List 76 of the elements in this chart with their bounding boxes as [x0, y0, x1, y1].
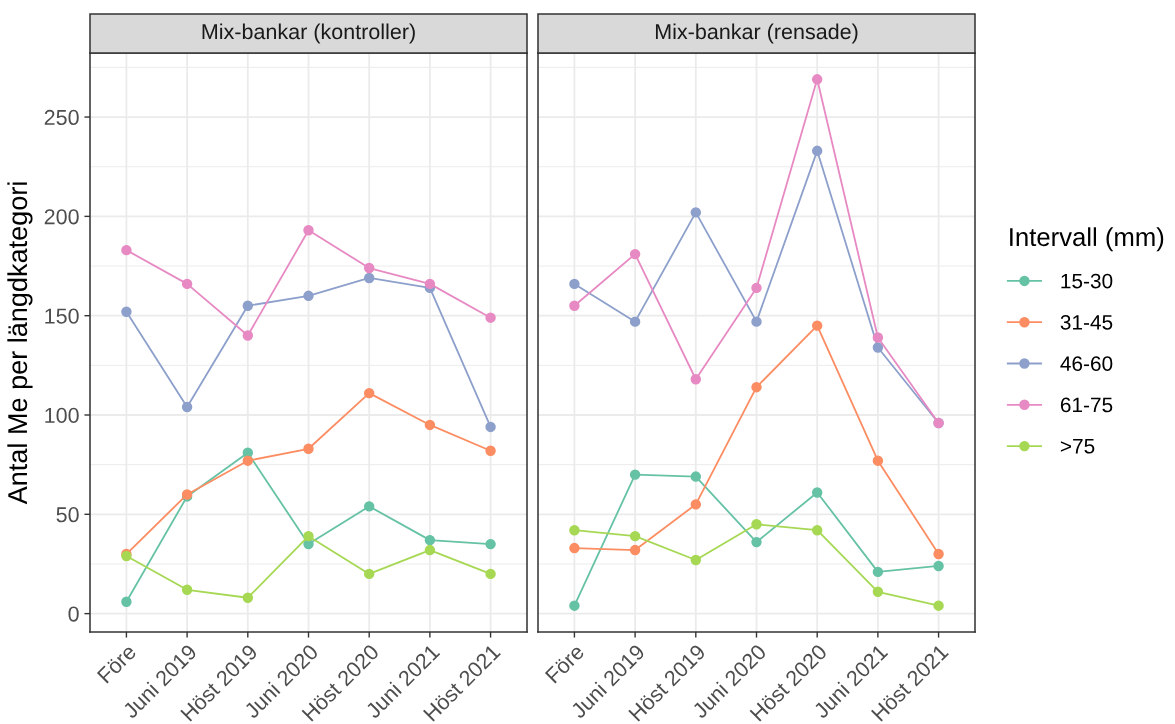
point — [690, 207, 702, 218]
point — [569, 278, 580, 290]
point — [121, 244, 132, 256]
point — [363, 501, 375, 512]
point — [363, 387, 375, 399]
point — [242, 455, 254, 466]
point — [121, 596, 132, 607]
y-tick-label: 0 — [68, 606, 79, 622]
point — [872, 586, 884, 597]
y-tick-label: 100 — [45, 407, 79, 424]
point — [811, 74, 823, 85]
point — [569, 542, 580, 554]
legend-label: 15-30 — [1061, 273, 1113, 289]
point — [811, 145, 823, 157]
point — [629, 544, 641, 556]
point — [181, 278, 193, 290]
point — [629, 469, 641, 480]
point — [933, 600, 944, 611]
chart-title: Mix-bankar (kontroller) — [202, 23, 415, 44]
point — [242, 330, 254, 341]
point — [303, 225, 314, 236]
point — [303, 290, 314, 302]
point — [424, 544, 436, 556]
point — [811, 320, 823, 331]
point — [690, 374, 702, 385]
point — [303, 530, 314, 542]
point — [933, 548, 944, 560]
point — [629, 316, 641, 327]
point — [629, 530, 641, 542]
point — [569, 300, 580, 311]
point — [424, 534, 436, 546]
point — [751, 316, 762, 327]
point — [811, 487, 823, 498]
point — [629, 248, 641, 260]
point — [242, 300, 254, 311]
legend-title: Intervall (mm) — [1010, 227, 1164, 252]
point — [181, 584, 193, 596]
point — [485, 568, 496, 580]
y-tick-label: 150 — [45, 308, 79, 324]
point — [363, 262, 375, 274]
point — [485, 421, 496, 433]
point — [303, 443, 314, 454]
point — [424, 419, 436, 431]
point — [424, 278, 436, 290]
point — [181, 401, 193, 413]
point — [485, 445, 496, 456]
point — [363, 272, 375, 284]
point — [872, 566, 884, 578]
y-axis-title: Antal Me per längdkategori — [7, 182, 33, 505]
point — [363, 568, 375, 580]
point — [485, 538, 496, 550]
y-tick-label: 50 — [56, 507, 79, 523]
y-tick-label: 250 — [44, 109, 79, 126]
point — [690, 471, 702, 482]
point — [933, 560, 944, 572]
point — [751, 282, 762, 294]
legend-label: 31-45 — [1060, 314, 1113, 330]
point — [569, 524, 580, 536]
point — [872, 455, 884, 466]
point — [811, 524, 823, 536]
point — [751, 519, 762, 530]
point — [690, 554, 702, 566]
point — [751, 536, 762, 548]
point — [690, 499, 702, 510]
point — [485, 312, 496, 323]
point — [751, 381, 762, 393]
point — [242, 592, 254, 603]
legend-label: >75 — [1060, 439, 1095, 454]
point — [121, 306, 132, 317]
point — [872, 342, 884, 353]
point — [569, 600, 580, 611]
legend-label: 61-75 — [1060, 397, 1113, 413]
chart-title: Mix-bankar (rensade) — [655, 23, 858, 44]
point — [872, 332, 884, 343]
y-tick-label: 200 — [44, 209, 79, 225]
legend-label: 46-60 — [1060, 356, 1113, 372]
